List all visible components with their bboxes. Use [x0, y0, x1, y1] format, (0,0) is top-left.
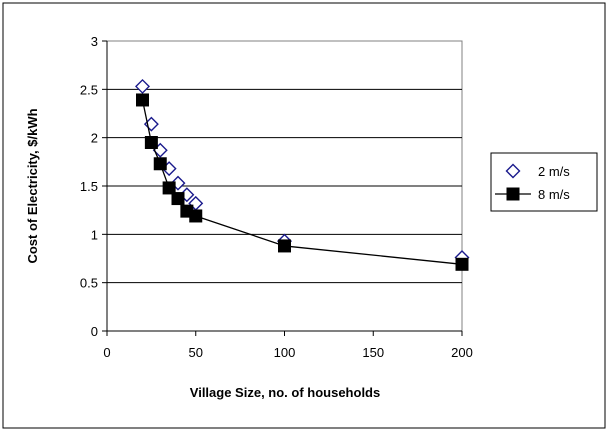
data-point	[162, 181, 176, 195]
data-point	[455, 257, 469, 271]
legend-label: 2 m/s	[538, 164, 570, 179]
series-layer	[135, 78, 470, 271]
y-tick-label: 2.5	[80, 82, 98, 97]
y-axis-title: Cost of Electricity, $/kWh	[25, 108, 40, 263]
legend-box	[490, 152, 598, 212]
legend-marker	[505, 163, 521, 179]
legend-label: 8 m/s	[538, 187, 570, 202]
legend: 2 m/s 8 m/s	[490, 152, 598, 212]
data-point	[136, 93, 149, 107]
x-tick-label: 200	[451, 345, 473, 360]
x-tick-label: 50	[189, 345, 203, 360]
legend-marker	[506, 187, 520, 201]
x-axis-title: Village Size, no. of households	[190, 385, 380, 400]
y-tick-label: 0	[91, 324, 98, 339]
y-tick-label: 0.5	[80, 276, 98, 291]
y-tick-label: 1.5	[80, 179, 98, 194]
data-point	[144, 136, 158, 149]
y-tick-label: 3	[91, 34, 98, 49]
legend-entry: 2 m/s	[505, 163, 570, 179]
y-tick-label: 1	[91, 227, 98, 242]
y-tick-label: 2	[91, 131, 98, 146]
axes: 0 0.5 1 1.5 2 2.5 3 0 50 100 150 200	[80, 34, 473, 360]
data-point	[171, 192, 185, 206]
data-point	[189, 209, 203, 223]
x-tick-label: 150	[362, 345, 384, 360]
data-point	[278, 239, 291, 253]
legend-entry: 8 m/s	[495, 187, 570, 202]
data-point	[135, 78, 150, 94]
x-tick-label: 0	[103, 345, 110, 360]
series-1	[136, 93, 469, 271]
x-tick-label: 100	[274, 345, 296, 360]
data-point	[153, 157, 167, 171]
